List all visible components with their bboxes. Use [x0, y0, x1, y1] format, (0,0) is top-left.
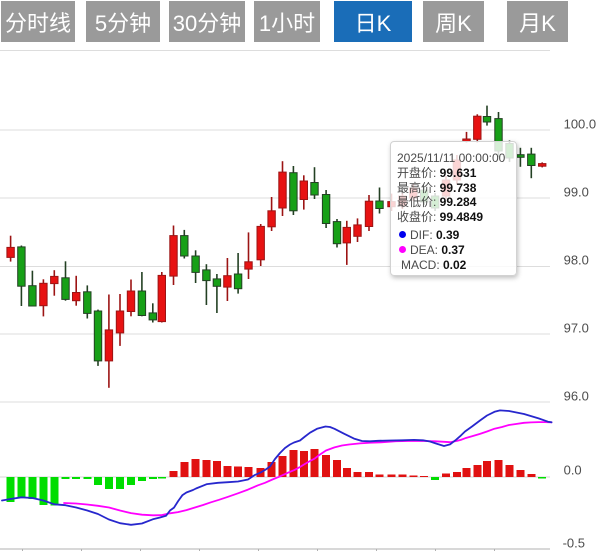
svg-text:99.0: 99.0 — [564, 185, 589, 200]
svg-text:100.0: 100.0 — [564, 117, 597, 132]
svg-text:98.0: 98.0 — [564, 253, 589, 268]
svg-text:96.0: 96.0 — [564, 389, 589, 404]
svg-text:97.0: 97.0 — [564, 321, 589, 336]
svg-text:0.0: 0.0 — [564, 463, 582, 478]
svg-text:-0.5: -0.5 — [563, 536, 585, 551]
